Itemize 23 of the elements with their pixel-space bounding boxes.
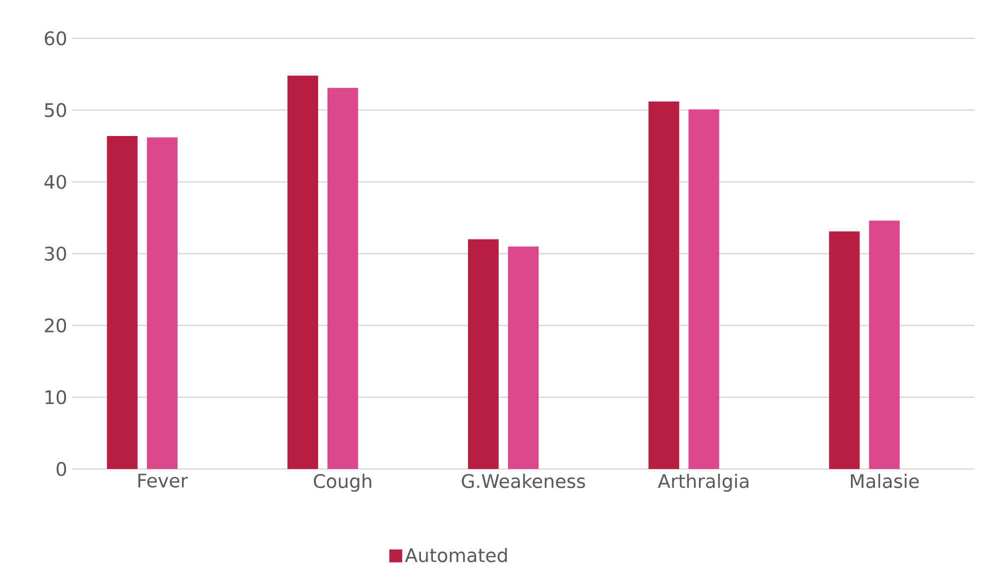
x-tick-label: G.Weakeness (462, 474, 585, 488)
x-tick-label: Arthralgia (658, 474, 748, 492)
x-tick-label: Malasie (850, 474, 919, 488)
bar (146, 137, 178, 469)
y-tick-label: 20 (44, 318, 66, 333)
bar (829, 231, 860, 469)
y-tick-label: 10 (46, 390, 66, 404)
legend-label: Automated (405, 548, 507, 562)
bar (508, 246, 539, 469)
bar (106, 136, 138, 469)
bar (468, 239, 499, 469)
x-tick-label: Cough (314, 474, 372, 492)
y-tick-label: 30 (44, 246, 66, 261)
x-tick-label: Fever (138, 474, 188, 488)
bar (327, 88, 358, 469)
bar (287, 76, 318, 469)
y-tick-label: 60 (44, 31, 66, 46)
y-tick-label: 40 (44, 174, 66, 189)
y-tick-label: 0 (56, 462, 66, 476)
bar (869, 220, 900, 469)
bar (648, 102, 680, 469)
bar (688, 109, 720, 469)
y-tick-label: 50 (44, 103, 66, 118)
